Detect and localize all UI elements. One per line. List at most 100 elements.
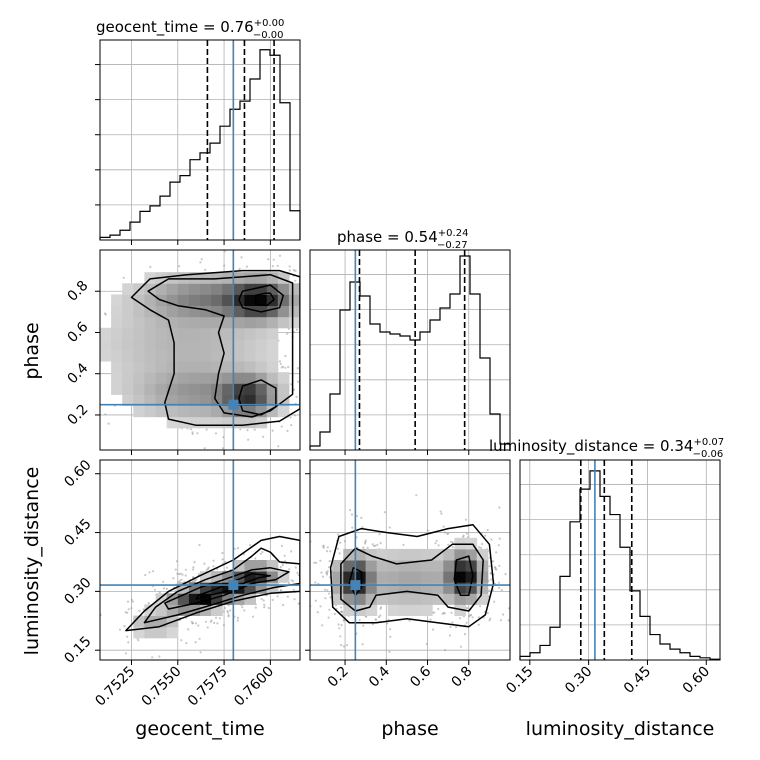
sample-point: [82, 424, 84, 426]
density-cell: [155, 626, 168, 639]
y-tick-label: 0.60: [61, 457, 94, 490]
density-cell: [266, 316, 279, 329]
sample-point: [303, 382, 305, 384]
density-cell: [155, 383, 168, 395]
density-cell: [177, 338, 190, 351]
density-cell: [233, 350, 245, 362]
sample-point: [337, 533, 340, 536]
density-cell: [122, 394, 134, 406]
sample-point: [223, 250, 226, 253]
sample-point: [455, 625, 458, 629]
sample-point: [484, 534, 487, 537]
density-cell: [155, 615, 168, 628]
density-cell: [200, 316, 212, 329]
density-cell: [200, 582, 212, 594]
sample-point: [307, 286, 309, 288]
sample-point: [342, 361, 344, 363]
sample-point: [289, 217, 291, 219]
sample-point: [263, 603, 266, 606]
sample-point: [341, 610, 344, 614]
density-cell: [421, 604, 433, 616]
sample-point: [241, 606, 244, 609]
density-cell: [200, 272, 212, 284]
sample-point: [402, 348, 404, 350]
hist-luminosity-distance-panel: 0.15 0.30 0.45 0.60: [503, 459, 721, 697]
sample-point: [97, 369, 99, 371]
sample-point: [172, 577, 175, 580]
sample-point: [239, 428, 242, 431]
sample-point: [284, 354, 287, 358]
density-cell: [398, 582, 411, 594]
sample-point: [296, 571, 299, 574]
truth-marker: [228, 580, 239, 591]
density-cell: [354, 571, 366, 583]
density-cell: [133, 294, 145, 306]
sample-point: [184, 568, 187, 571]
sample-point: [281, 365, 285, 368]
sample-point: [194, 622, 197, 625]
density-cell: [188, 582, 201, 594]
ylabel-luminosity-distance: luminosity_distance: [21, 467, 43, 656]
sample-point: [289, 416, 292, 419]
sample-point: [465, 621, 468, 624]
sample-point: [286, 429, 289, 432]
sample-point: [137, 639, 140, 642]
contour-line: [238, 379, 277, 416]
sample-point: [313, 340, 315, 342]
density-cell: [166, 305, 179, 318]
density-cell: [144, 626, 156, 639]
sample-point: [337, 623, 340, 626]
frame-phase-vs-geocent-time: [99, 249, 301, 451]
density-cell: [188, 338, 201, 351]
sample-point: [212, 565, 215, 568]
sample-point: [197, 573, 201, 576]
xlabel-luminosity-distance: luminosity_distance: [526, 718, 715, 740]
density-cell: [166, 272, 179, 284]
sample-point: [302, 567, 304, 569]
sample-point: [295, 395, 298, 398]
density-cell: [222, 582, 234, 594]
sample-point: [321, 624, 324, 627]
density-cell: [122, 350, 134, 362]
sample-point: [451, 621, 454, 624]
sample-point: [531, 628, 533, 630]
sample-point: [260, 598, 263, 601]
density-cell: [266, 405, 279, 418]
density-cell: [144, 383, 156, 395]
density-cell: [166, 350, 179, 362]
sample-point: [222, 610, 225, 613]
density-cell: [443, 560, 455, 572]
sample-point: [362, 382, 364, 384]
sample-point: [447, 532, 450, 535]
sample-point: [355, 515, 358, 518]
density-cell: [200, 394, 212, 406]
frame-hist-phase: [309, 249, 511, 451]
x-tick-label: 0.6: [407, 663, 434, 690]
sample-point: [229, 609, 232, 612]
sample-point: [203, 562, 206, 565]
sample-point: [204, 620, 208, 623]
sample-point: [328, 608, 331, 611]
density-cell: [144, 361, 156, 373]
density-cell: [144, 350, 156, 362]
sample-point: [294, 279, 297, 282]
sample-point: [360, 516, 363, 520]
sample-point: [362, 546, 365, 549]
density-cell: [387, 571, 400, 583]
sample-point: [497, 544, 500, 547]
sample-point: [200, 258, 203, 261]
sample-point: [158, 591, 161, 594]
sample-point: [224, 560, 227, 564]
density-cell: [266, 305, 279, 318]
density-cell: [144, 272, 156, 284]
density-cell: [233, 338, 245, 351]
density-cell: [398, 593, 411, 605]
density-cell: [166, 626, 179, 639]
sample-point: [286, 332, 289, 335]
sample-point: [342, 619, 346, 622]
density-cell: [122, 316, 134, 329]
density-cell: [365, 604, 378, 616]
sample-point: [322, 256, 324, 258]
sample-point: [276, 264, 279, 267]
